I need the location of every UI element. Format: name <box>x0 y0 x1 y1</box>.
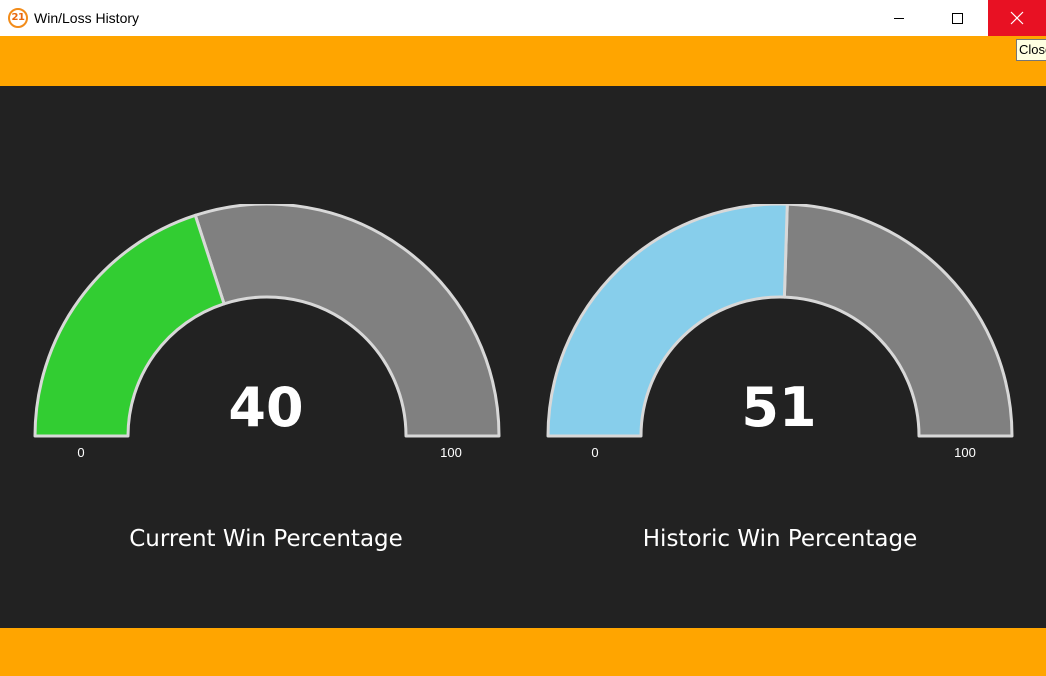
current-gauge-value-arc <box>33 213 226 438</box>
historic-gauge-caption: Historic Win Percentage <box>642 526 918 552</box>
close-button[interactable] <box>988 0 1046 36</box>
current-gauge-min-label: 0 <box>77 445 85 460</box>
maximize-icon <box>951 12 963 24</box>
historic-win-gauge <box>546 204 1014 438</box>
window-title: Win/Loss History <box>34 10 140 26</box>
current-gauge-caption: Current Win Percentage <box>129 526 403 552</box>
minimize-button[interactable] <box>870 0 928 36</box>
close-tooltip: Close <box>1016 39 1046 61</box>
gauges-panel: 40 0 100 Current Win Percentage 51 0 100… <box>0 86 1046 628</box>
footer-band <box>0 628 1046 676</box>
historic-gauge-value-arc <box>546 204 789 438</box>
title-bar: 21 Win/Loss History <box>0 0 1046 36</box>
close-icon <box>1010 11 1024 25</box>
current-gauge-max-label: 100 <box>440 445 462 460</box>
maximize-button[interactable] <box>928 0 986 36</box>
app-icon: 21 <box>8 8 28 28</box>
current-gauge-value: 40 <box>228 376 304 439</box>
header-band <box>0 36 1046 86</box>
historic-gauge-min-label: 0 <box>591 445 599 460</box>
historic-gauge-value: 51 <box>741 376 817 439</box>
historic-gauge-remaining-arc <box>782 204 1014 438</box>
historic-gauge-max-label: 100 <box>954 445 976 460</box>
current-gauge-remaining-arc <box>193 204 501 438</box>
current-win-gauge <box>33 204 501 438</box>
minimize-icon <box>894 17 904 19</box>
